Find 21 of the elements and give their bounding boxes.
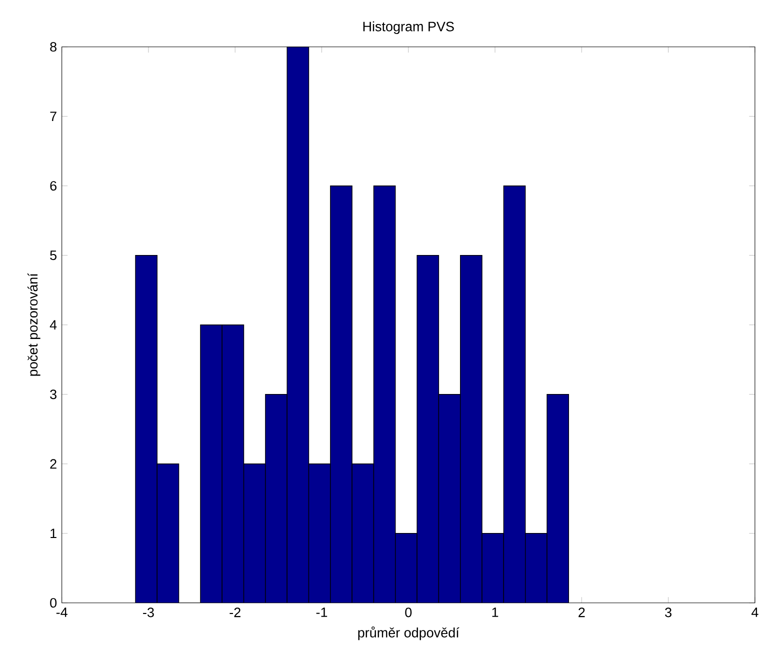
y-tick-label: 4 [50, 320, 57, 330]
x-tick-label: -1 [316, 608, 328, 617]
x-tick-label: -2 [230, 608, 240, 618]
x-tick-label: -3 [143, 608, 154, 618]
y-axis-title: počet pozorování [28, 273, 40, 376]
x-tick-label: 2 [578, 608, 585, 618]
y-tick-label: 2 [50, 459, 56, 469]
y-tick-label: 1 [50, 528, 56, 538]
x-axis-title: průměr odpovědí [358, 626, 460, 640]
x-tick-label: 0 [405, 608, 412, 618]
y-tick-label: 6 [50, 181, 56, 191]
x-tick-label: 1 [492, 608, 498, 617]
y-tick-label: 5 [50, 250, 56, 260]
y-tick-label: 0 [50, 598, 57, 608]
x-tick-label: -4 [56, 608, 68, 617]
chart-title: Histogram PVS [363, 21, 454, 34]
y-tick-label: 7 [50, 112, 56, 121]
y-tick-label: 8 [50, 42, 56, 52]
y-tick-label: 3 [50, 390, 56, 400]
x-tick-label: 4 [751, 608, 758, 617]
x-tick-label: 3 [665, 608, 672, 618]
